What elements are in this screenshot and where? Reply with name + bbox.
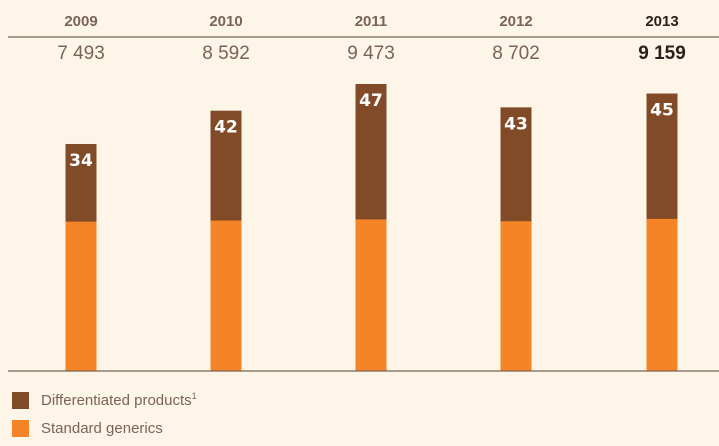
bar-standard-generics-2012 (500, 220, 532, 371)
data-label-differentiated-products-2012: 43 (504, 114, 528, 134)
legend: Differentiated products1 Standard generi… (12, 390, 197, 446)
total-label-2009: 7 493 (57, 43, 105, 64)
data-label-differentiated-products-2013: 45 (650, 101, 674, 121)
chart-header: 2009 7 493 2010 8 592 2011 9 473 2012 8 702 2013… (8, 13, 719, 64)
bar-standard-generics-2013 (646, 218, 678, 371)
chart-bars (8, 84, 719, 372)
bar-standard-generics-2011 (355, 218, 387, 371)
total-label-2010: 8 592 (202, 43, 250, 64)
bar-standard-generics-2010 (210, 220, 242, 371)
year-label-2010: 2010 (209, 13, 242, 30)
chart-data-labels: 34 42 47 43 45 (69, 91, 674, 171)
data-label-differentiated-products-2011: 47 (359, 91, 383, 111)
bar-differentiated-products-2012 (500, 107, 532, 222)
total-label-2012: 8 702 (492, 43, 540, 64)
legend-item-differentiated-products: Differentiated products1 (12, 390, 197, 410)
bar-differentiated-products-2010 (210, 110, 242, 221)
total-label-2013: 9 159 (638, 43, 686, 64)
data-label-differentiated-products-2010: 42 (214, 118, 238, 138)
bar-differentiated-products-2011 (355, 84, 387, 220)
year-label-2011: 2011 (355, 13, 388, 30)
legend-item-standard-generics: Standard generics (12, 418, 197, 438)
legend-label-standard-generics: Standard generics (41, 419, 163, 437)
total-label-2011: 9 473 (347, 43, 395, 64)
year-label-2009: 2009 (64, 13, 97, 30)
legend-swatch-differentiated-products (12, 391, 29, 409)
year-label-2012: 2012 (499, 13, 532, 30)
bar-standard-generics-2009 (65, 221, 97, 371)
legend-footnote-marker: 1 (191, 391, 197, 401)
year-label-2013: 2013 (645, 13, 678, 30)
legend-swatch-standard-generics (12, 419, 29, 437)
data-label-differentiated-products-2009: 34 (69, 151, 93, 171)
bar-differentiated-products-2013 (646, 93, 678, 219)
bar-differentiated-products-2009 (65, 143, 97, 222)
legend-label-differentiated-products: Differentiated products1 (41, 391, 197, 409)
